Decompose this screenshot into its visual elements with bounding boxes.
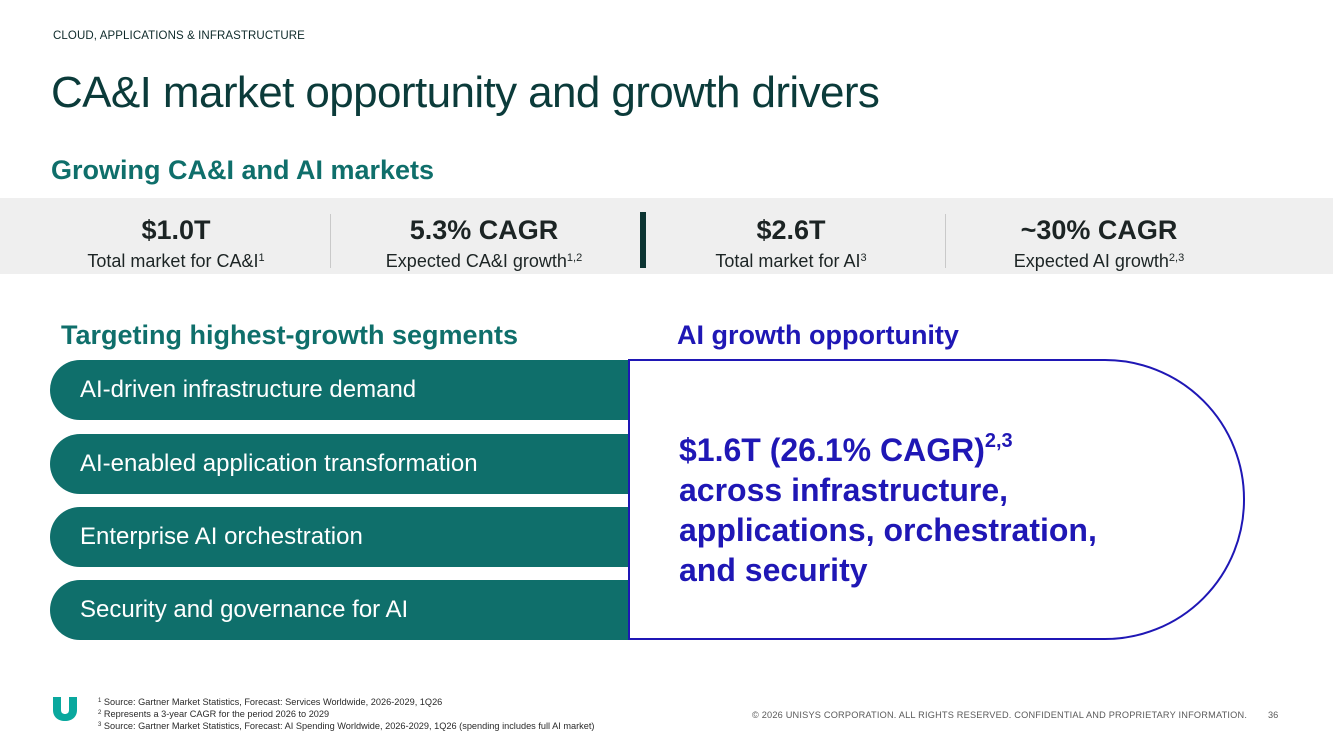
footnote-ref: 1,2 [566,252,583,264]
copyright-notice: © 2026 UNISYS CORPORATION. ALL RIGHTS RE… [752,710,1248,720]
eyebrow-label: CLOUD, APPLICATIONS & INFRASTRUCTURE [53,30,305,42]
unisys-logo-icon [53,697,77,721]
ai-opportunity-box [628,359,1245,640]
footnote-ref: 2,3 [1168,252,1185,264]
stat-ai-growth: ~30% CAGR Expected AI growth2,3 [985,198,1213,274]
stat-label: Total market for AI3 [715,251,867,271]
ai-heading: AI growth opportunity [677,320,959,350]
footnote-ref: 3 [860,252,867,264]
stat-value: ~30% CAGR [1020,215,1178,245]
stat-label: Expected CA&I growth1,2 [385,251,583,271]
stat-value: $1.0T [141,215,211,245]
stat-value: 5.3% CAGR [409,215,559,245]
ai-line: across infrastructure, [679,472,1009,508]
footnote: 3 Source: Gartner Market Statistics, For… [98,721,595,731]
page-number: 36 [1268,710,1279,720]
stat-ca-i-growth: 5.3% CAGR Expected CA&I growth1,2 [360,198,608,274]
stat-divider [945,214,946,268]
footnote: 1 Source: Gartner Market Statistics, For… [98,697,443,707]
stat-label: Total market for CA&I1 [87,251,265,271]
stats-band: $1.0T Total market for CA&I1 5.3% CAGR E… [0,198,1333,274]
stat-divider [330,214,331,268]
section-subtitle: Growing CA&I and AI markets [51,155,435,185]
stat-value: $2.6T [756,215,826,245]
segment-pill: Enterprise AI orchestration [50,507,629,567]
segment-pill: Security and governance for AI [50,580,629,640]
ai-headline: $1.6T (26.1% CAGR)2,3 [679,430,1013,468]
footnote-ref: 1 [258,252,265,264]
footnote: 2 Represents a 3-year CAGR for the perio… [98,709,330,719]
stat-divider-bold [640,212,646,268]
footnote-ref: 2,3 [984,430,1013,452]
stat-label: Expected AI growth2,3 [1013,251,1185,271]
stat-ca-i-market: $1.0T Total market for CA&I1 [60,198,292,274]
segment-pill: AI-enabled application transformation [50,434,629,494]
ai-opportunity-text: $1.6T (26.1% CAGR)2,3 across infrastruct… [679,421,1199,590]
ai-line: and security [679,552,868,588]
segments-heading: Targeting highest-growth segments [61,320,519,350]
stat-ai-market: $2.6T Total market for AI3 [680,198,902,274]
segment-pill: AI-driven infrastructure demand [50,360,629,420]
page-title: CA&I market opportunity and growth drive… [51,68,880,117]
footnotes: 1 Source: Gartner Market Statistics, For… [98,696,595,732]
ai-line: applications, orchestration, [679,512,1097,548]
